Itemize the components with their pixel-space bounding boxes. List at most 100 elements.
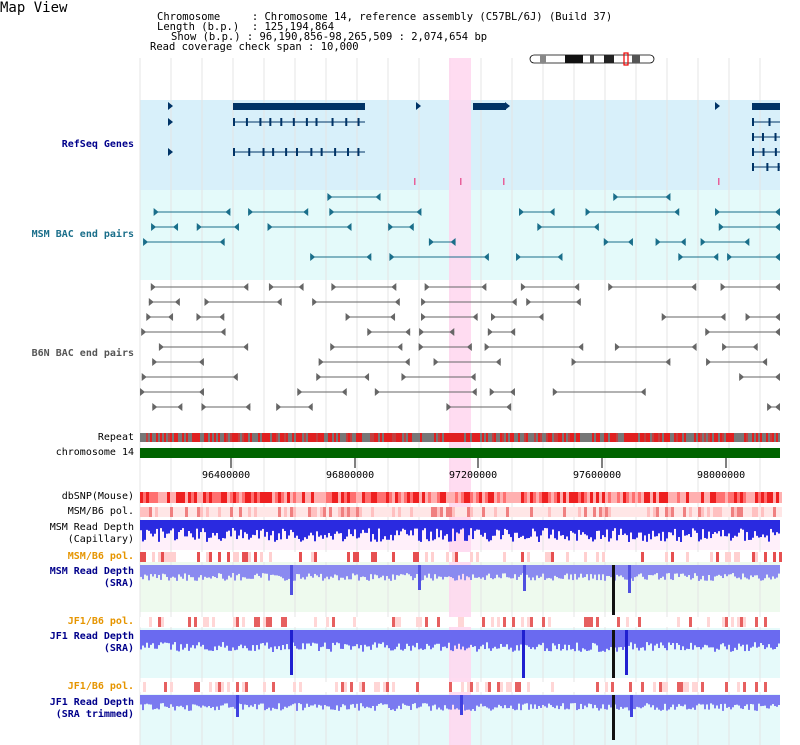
repeat-track-label[interactable]: Repeat (97, 432, 134, 443)
heat-cell (356, 552, 359, 562)
heat-cell (308, 682, 311, 692)
jf1-b6-pol-label-1[interactable]: JF1/B6 pol. (67, 616, 134, 627)
depth-bar (656, 520, 658, 537)
jf1-b6-pol-track-1[interactable] (140, 617, 782, 627)
dbsnp-track-label[interactable]: dbSNP(Mouse) (61, 491, 134, 502)
depth-bar (778, 520, 780, 534)
heat-cell (587, 617, 590, 627)
msm-depth-sra-label[interactable]: MSM Read Depth (49, 566, 134, 577)
repeat-segment (286, 433, 288, 442)
gene-exon (752, 133, 754, 141)
depth-bar (618, 630, 620, 648)
depth-bar (146, 630, 148, 643)
heat-cell (149, 552, 152, 562)
heat-cell (449, 492, 452, 503)
heat-cell (329, 492, 332, 503)
depth-bar (422, 565, 424, 581)
depth-bar (738, 630, 740, 644)
b6n-bac-track[interactable] (140, 283, 780, 411)
chromosome-label: Chromosome (157, 11, 221, 23)
heat-cell (152, 507, 155, 517)
depth-bar (364, 630, 366, 645)
depth-bar (488, 695, 490, 709)
heat-cell (467, 682, 470, 692)
chromosome-track-label[interactable]: chromosome 14 (55, 447, 134, 458)
heat-cell (194, 492, 197, 503)
repeat-segment (424, 433, 426, 442)
depth-bar (708, 695, 710, 710)
heat-cell (395, 682, 398, 692)
depth-bar (214, 520, 216, 536)
jf1-b6-pol-track-2[interactable] (140, 682, 782, 692)
depth-bar (182, 520, 184, 529)
depth-bar (282, 630, 284, 646)
heat-cell (656, 507, 659, 517)
depth-bar (672, 520, 674, 536)
depth-bar (740, 630, 742, 647)
depth-bar (622, 630, 624, 650)
depth-bar (650, 565, 652, 576)
msm-b6-pol-track-2[interactable] (140, 552, 782, 562)
msm-depth-sra-track[interactable] (140, 565, 780, 615)
b6n-bac-pair-end (196, 313, 202, 321)
heat-cell (257, 492, 260, 503)
dbsnp-track[interactable] (140, 492, 782, 503)
depth-bar (570, 630, 572, 650)
heat-cell (632, 682, 635, 692)
msm-bac-track[interactable] (143, 193, 780, 261)
heat-cell (182, 507, 185, 517)
msm-depth-cap-label[interactable]: MSM Read Depth (49, 522, 134, 533)
msm-b6-pol-track-1[interactable] (140, 507, 782, 517)
refseq-track-label[interactable]: RefSeq Genes (61, 139, 134, 150)
depth-spike (625, 630, 628, 675)
jf1-depth-sra-track[interactable] (140, 630, 780, 678)
b6n-bac-pair-end (419, 328, 425, 336)
msm-b6-pol-label-1[interactable]: MSM/B6 pol. (67, 506, 134, 517)
depth-bar (146, 695, 148, 704)
heat-cell (704, 492, 707, 503)
heat-cell (668, 507, 671, 517)
depth-bar (756, 630, 758, 648)
heat-cell (554, 507, 557, 517)
depth-bar (748, 630, 750, 651)
depth-bar (524, 520, 526, 540)
depth-bar (510, 695, 512, 706)
msm-bac-track-label[interactable]: MSM BAC end pairs (31, 229, 134, 240)
depth-bar (734, 565, 736, 577)
heat-cell (146, 682, 149, 692)
depth-bar (256, 565, 258, 574)
heat-cell (317, 492, 320, 503)
depth-bar (328, 565, 330, 580)
jf1-b6-pol-label-2[interactable]: JF1/B6 pol. (67, 681, 134, 692)
heat-cell (524, 682, 527, 692)
heat-cell (413, 552, 416, 562)
heat-cell (158, 617, 161, 627)
heat-cell (686, 552, 689, 562)
repeat-track[interactable] (140, 433, 780, 442)
heat-cell (722, 492, 725, 503)
depth-bar (448, 520, 450, 542)
depth-spike (612, 565, 615, 615)
chromosome-ideogram[interactable] (529, 52, 655, 66)
msm-b6-pol-label-2[interactable]: MSM/B6 pol. (67, 551, 134, 562)
b6n-bac-track-label[interactable]: B6N BAC end pairs (31, 348, 134, 359)
depth-bar (184, 695, 186, 710)
depth-bar (246, 630, 248, 649)
repeat-segment (716, 433, 718, 442)
depth-bar (504, 565, 506, 574)
depth-bar (438, 520, 440, 538)
msm-depth-capillary-track[interactable] (140, 520, 780, 542)
heat-cell (659, 682, 662, 692)
jf1-depth-trim-label[interactable]: JF1 Read Depth (49, 697, 134, 708)
heat-cell (380, 552, 383, 562)
jf1-depth-trim-track[interactable] (140, 695, 780, 740)
refseq-genes-track[interactable] (168, 102, 780, 185)
depth-bar (346, 565, 348, 577)
depth-bar (372, 695, 374, 706)
depth-bar (392, 630, 394, 651)
depth-bar (290, 695, 292, 706)
heat-cell (500, 682, 503, 692)
repeat-segment (640, 433, 642, 442)
jf1-depth-sra-label[interactable]: JF1 Read Depth (49, 631, 134, 642)
